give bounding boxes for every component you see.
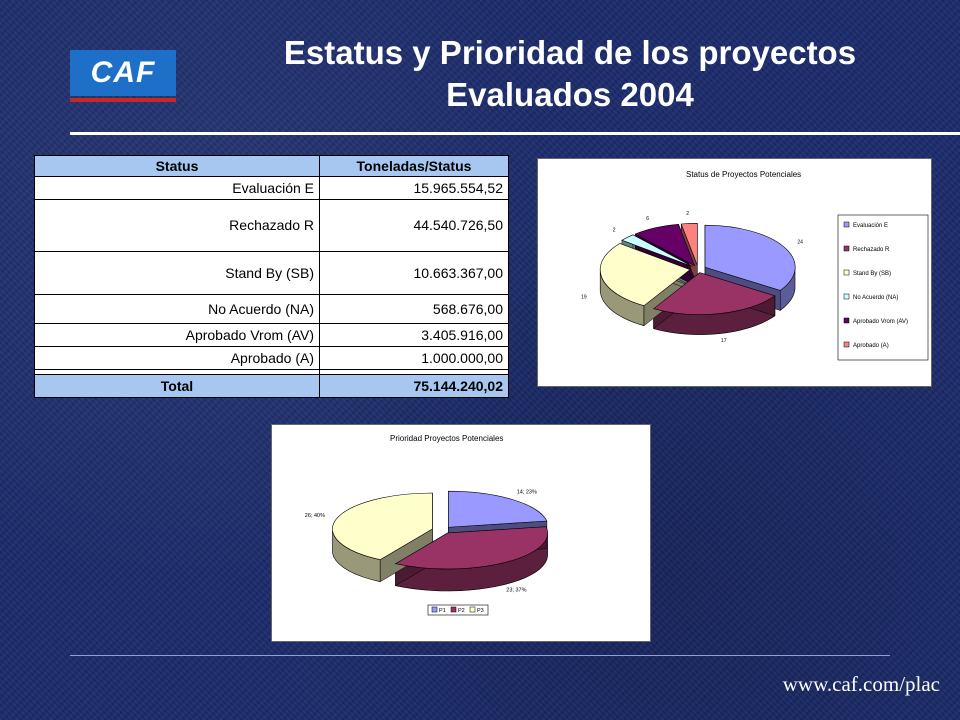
row-status: Stand By (SB): [34, 250, 320, 296]
legend-label: P3: [477, 608, 484, 614]
legend-label: No Acuerdo (NA): [853, 295, 898, 301]
legend-swatch: [843, 341, 850, 348]
header-tonnes: Toneladas/Status: [319, 155, 509, 177]
chart-legend: [837, 214, 929, 361]
title-divider: [70, 132, 960, 135]
chart-legend: [427, 604, 489, 616]
table-header-row: Status Toneladas/Status: [34, 155, 509, 177]
total-label: Total: [34, 374, 320, 398]
row-status: No Acuerdo (NA): [34, 294, 320, 325]
legend-swatch: [843, 245, 850, 252]
data-label: 19: [581, 295, 587, 301]
status-table-container: Status Toneladas/Status Evaluación E 15.…: [34, 155, 509, 398]
header-status: Status: [34, 155, 320, 177]
row-status: Aprobado Vrom (AV): [34, 323, 320, 347]
priority-pie-chart: Prioridad Proyectos Potenciales 14; 23% 2…: [305, 434, 548, 616]
legend-swatch: [843, 221, 850, 228]
table-total-row: Total 75.144.240,02: [34, 374, 509, 398]
legend-swatch: [843, 269, 850, 276]
row-value: 3.405.916,00: [319, 323, 509, 347]
data-label: 26; 40%: [305, 513, 325, 519]
row-value: 10.663.367,00: [319, 250, 509, 296]
data-label: 14; 23%: [517, 490, 537, 496]
legend-swatch: [431, 606, 438, 613]
table-row: Aprobado (A) 1.000.000,00: [34, 345, 509, 370]
pie-slice: [448, 490, 548, 528]
pie-slice: [621, 234, 693, 267]
pie-slice: [394, 526, 548, 570]
data-label: 6: [646, 216, 649, 222]
row-status: Rechazado R: [34, 198, 320, 252]
pie-slice: [634, 223, 696, 267]
title-line-1: Estatus y Prioridad de los proyectos: [283, 34, 857, 71]
slide-title: Estatus y Prioridad de los proyectos Eva…: [200, 32, 940, 116]
row-status: Evaluación E: [34, 176, 320, 200]
title-line-2: Evaluados 2004: [446, 76, 694, 113]
table-row: Aprobado Vrom (AV) 3.405.916,00: [34, 323, 509, 347]
row-value: 1.000.000,00: [319, 345, 509, 370]
row-value: 568.676,00: [319, 294, 509, 325]
logo-text: CAF: [90, 56, 156, 89]
status-table: Status Toneladas/Status Evaluación E 15.…: [34, 155, 509, 398]
table-row: Stand By (SB) 10.663.367,00: [34, 250, 509, 296]
caf-logo: CAF: [70, 50, 176, 102]
legend-label: Rechazado R: [853, 247, 890, 253]
table-row: No Acuerdo (NA) 568.676,00: [34, 294, 509, 325]
data-label: 23; 37%: [506, 587, 526, 593]
legend-swatch: [843, 317, 850, 324]
pie-slice: [704, 224, 796, 291]
pie-slice: [680, 222, 698, 266]
pie-slice: [599, 243, 691, 307]
legend-swatch: [450, 606, 457, 613]
legend-label: P2: [458, 608, 465, 614]
row-status: Aprobado (A): [34, 345, 320, 370]
pie-slice: [332, 492, 433, 561]
table-spacer: [34, 368, 509, 376]
data-label: 24: [797, 239, 803, 245]
footer-divider: [70, 655, 890, 656]
legend-label: Evaluación E: [853, 223, 888, 229]
legend-label: Stand By (SB): [853, 271, 891, 277]
table-row: Rechazado R 44.540.726,50: [34, 198, 509, 252]
chart-title: Status de Proyectos Potenciales: [686, 170, 801, 179]
chart-title: Prioridad Proyectos Potenciales: [390, 434, 503, 443]
logo-underline: [70, 98, 176, 102]
pie-slice: [652, 272, 776, 315]
row-value: 44.540.726,50: [319, 198, 509, 252]
status-pie-chart: Status de Proyectos Potenciales 24 17 19 2 6…: [581, 170, 929, 361]
row-value: 15.965.554,52: [319, 176, 509, 200]
legend-label: Aprobado Vrom (AV): [853, 319, 908, 325]
logo-box: [70, 50, 176, 96]
status-pie-chart-panel: Status de Proyectos Potenciales 24 17 19 2 6…: [537, 158, 932, 387]
legend-swatch: [843, 293, 850, 300]
legend-label: P1: [439, 608, 446, 614]
total-value: 75.144.240,02: [319, 374, 509, 398]
footer-url: www.caf.com/plac: [782, 672, 940, 696]
data-label: 2: [613, 228, 616, 234]
priority-pie-chart-panel: Prioridad Proyectos Potenciales 14; 23% 2…: [271, 424, 651, 642]
data-label: 17: [721, 338, 727, 344]
legend-label: Aprobado (A): [853, 343, 889, 349]
legend-swatch: [469, 606, 476, 613]
data-label: 2: [686, 211, 689, 217]
table-row: Evaluación E 15.965.554,52: [34, 176, 509, 200]
